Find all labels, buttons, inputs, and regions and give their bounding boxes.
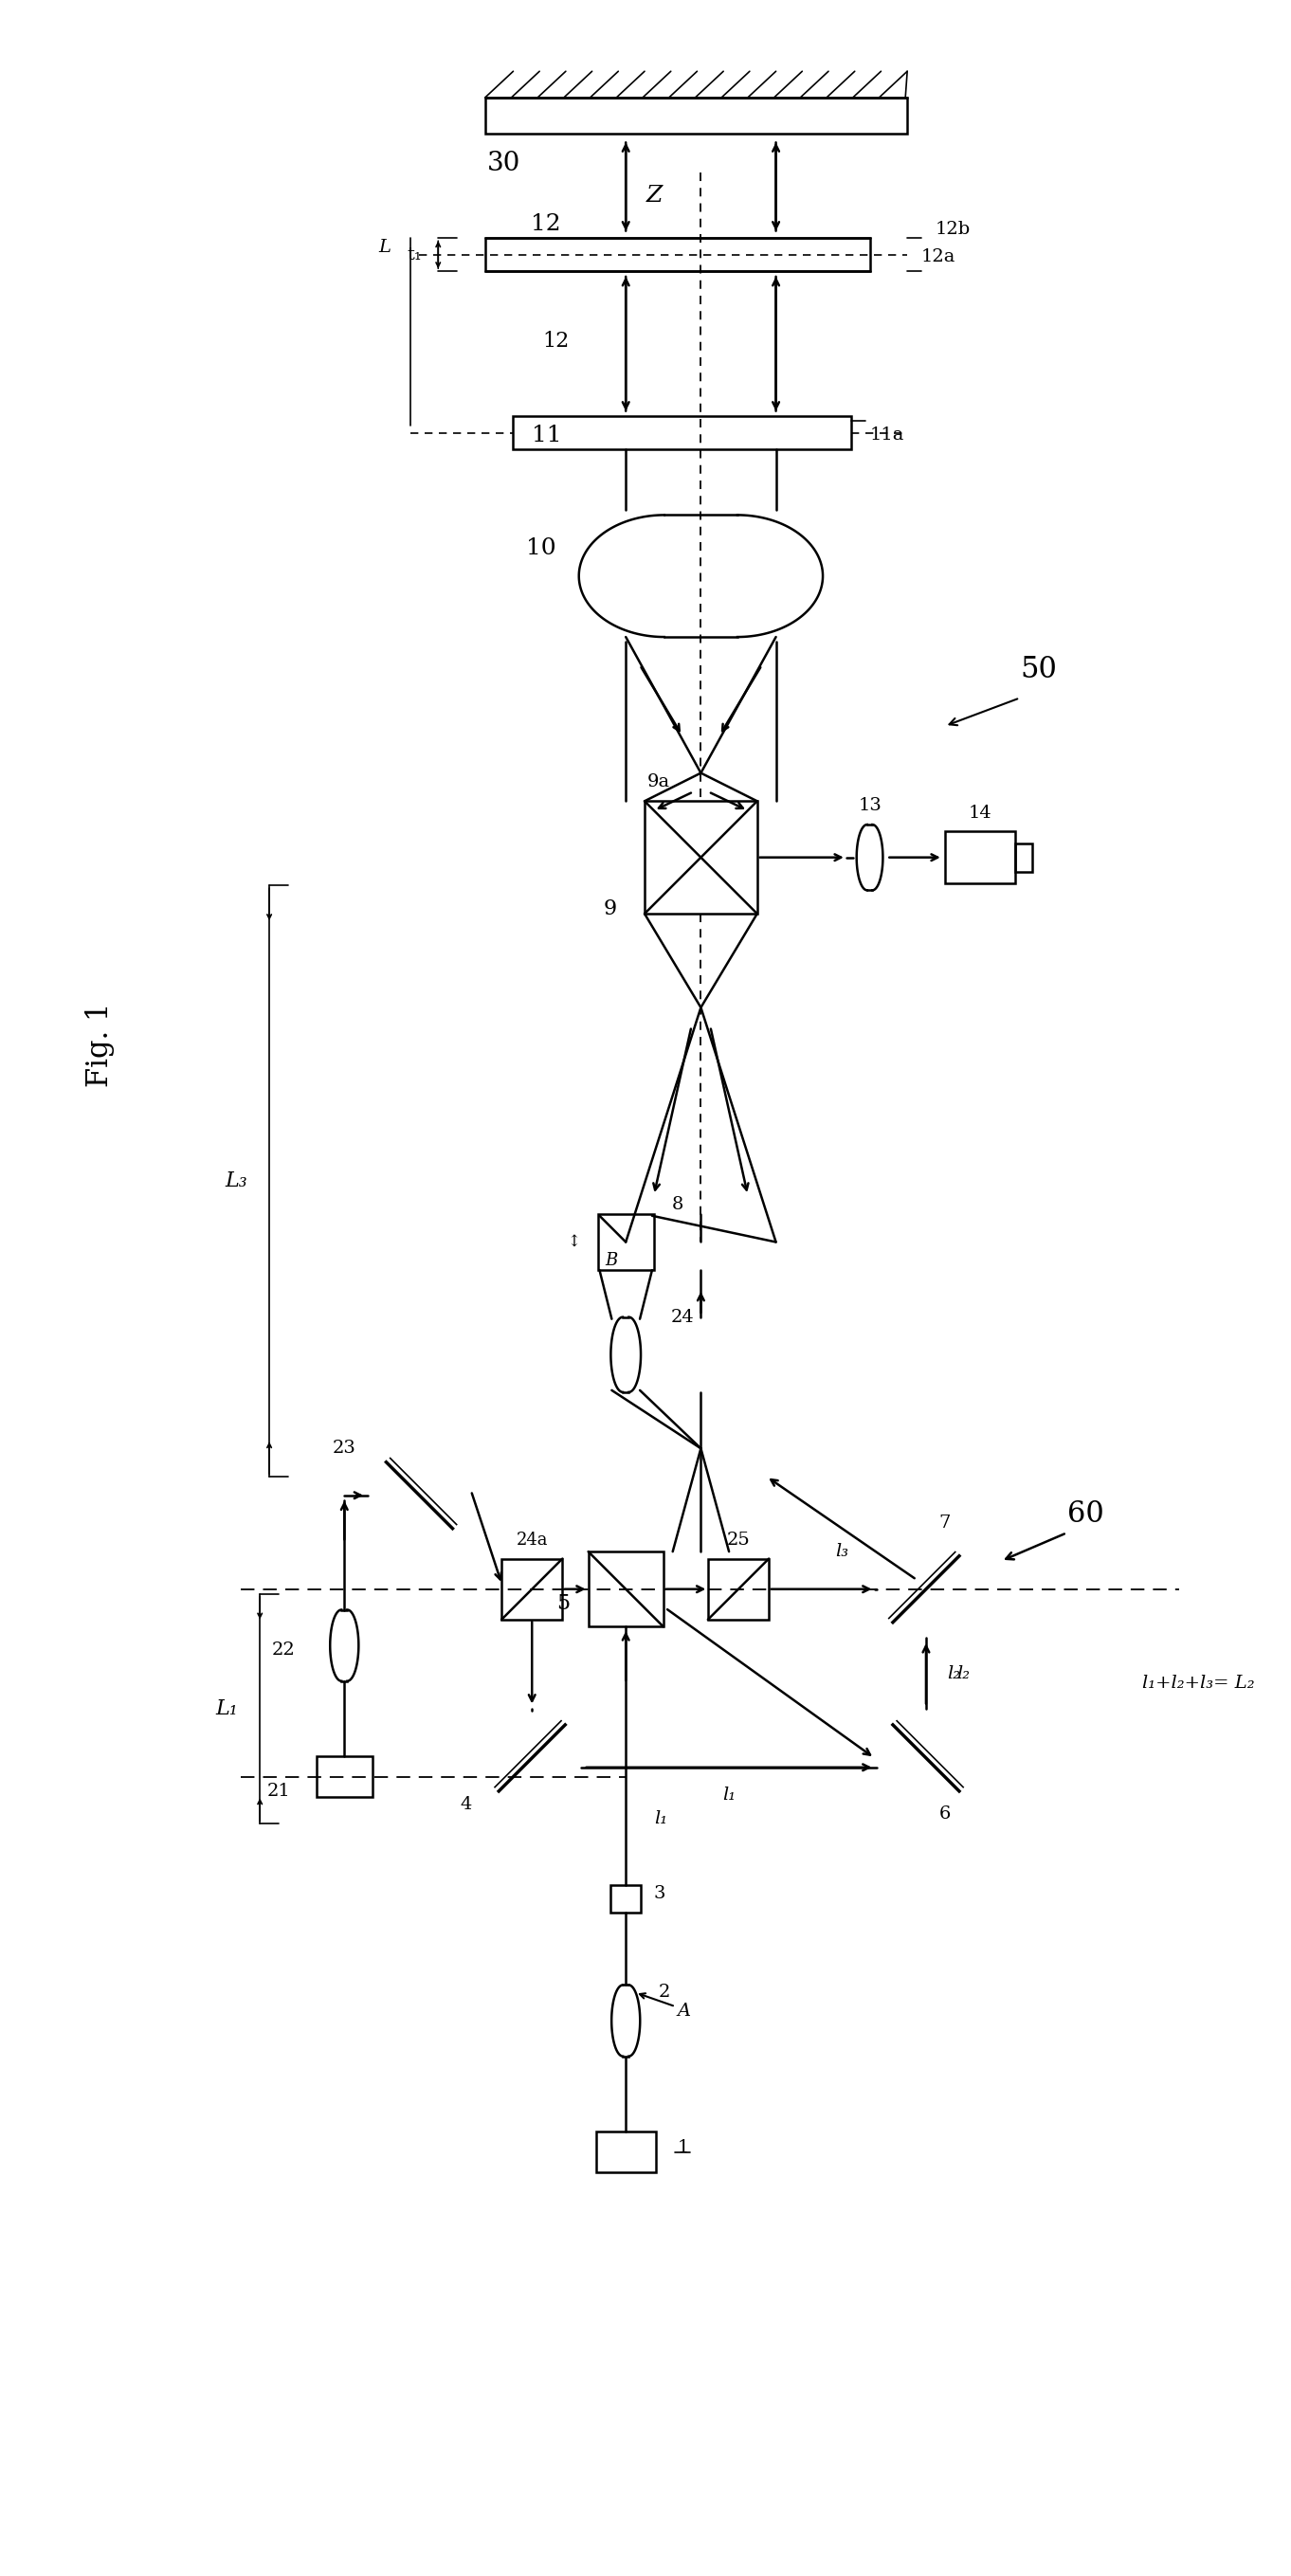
Text: 8: 8 [671, 1195, 683, 1213]
Text: 23: 23 [333, 1440, 356, 1458]
Text: 30: 30 [487, 149, 520, 175]
Text: 11a: 11a [870, 428, 904, 443]
Text: 14: 14 [968, 804, 991, 822]
Text: l₂: l₂ [957, 1664, 971, 1682]
Bar [501, 1558, 563, 1620]
Bar [589, 1551, 664, 1625]
Text: 21: 21 [267, 1783, 290, 1801]
Bar [644, 801, 757, 914]
Text: 60: 60 [1068, 1499, 1104, 1528]
Bar [1015, 842, 1032, 871]
Text: t₁: t₁ [407, 247, 422, 263]
Text: l₂: l₂ [948, 1664, 961, 1682]
Text: l₁: l₁ [655, 1811, 667, 1826]
Text: 25: 25 [727, 1533, 750, 1548]
Text: 11: 11 [532, 425, 562, 446]
Text: 9: 9 [603, 899, 616, 920]
Text: Z: Z [646, 185, 662, 206]
Text: 12b: 12b [936, 222, 971, 237]
Text: l₁+l₂+l₃= L₂: l₁+l₂+l₃= L₂ [1141, 1674, 1255, 1692]
Text: L₃: L₃ [225, 1170, 248, 1193]
Text: Fig. 1: Fig. 1 [85, 1002, 115, 1087]
Text: A: A [678, 2002, 691, 2020]
Text: 12a: 12a [922, 247, 955, 265]
Text: 50: 50 [1020, 654, 1057, 685]
Bar [485, 98, 908, 134]
Text: 22: 22 [271, 1641, 296, 1659]
Bar [611, 1886, 640, 1914]
Text: 4: 4 [461, 1795, 473, 1814]
Text: 24a: 24a [516, 1533, 547, 1548]
Text: 3: 3 [655, 1886, 666, 1904]
Text: L: L [380, 240, 391, 255]
Text: 9a: 9a [647, 773, 670, 791]
Bar [945, 832, 1015, 884]
Text: l₃: l₃ [835, 1543, 848, 1561]
Text: 5: 5 [556, 1592, 569, 1613]
Text: 12: 12 [531, 214, 562, 234]
Text: 13: 13 [859, 799, 882, 814]
Text: l₁: l₁ [722, 1788, 736, 1803]
Bar [485, 237, 870, 270]
Text: 1: 1 [678, 2138, 689, 2156]
Text: L₁: L₁ [216, 1698, 239, 1718]
Bar [707, 1558, 769, 1620]
Text: 6: 6 [939, 1806, 950, 1824]
Text: 24: 24 [670, 1309, 693, 1327]
Text: ↕: ↕ [568, 1234, 581, 1249]
Text: 7: 7 [939, 1515, 950, 1533]
Bar [514, 417, 851, 448]
Text: 10: 10 [527, 536, 556, 559]
Text: 12: 12 [542, 332, 569, 353]
Text: B: B [605, 1252, 618, 1270]
Bar [595, 2130, 656, 2172]
Bar [316, 1757, 373, 1798]
Text: 2: 2 [658, 1984, 670, 2002]
Bar [598, 1213, 655, 1270]
